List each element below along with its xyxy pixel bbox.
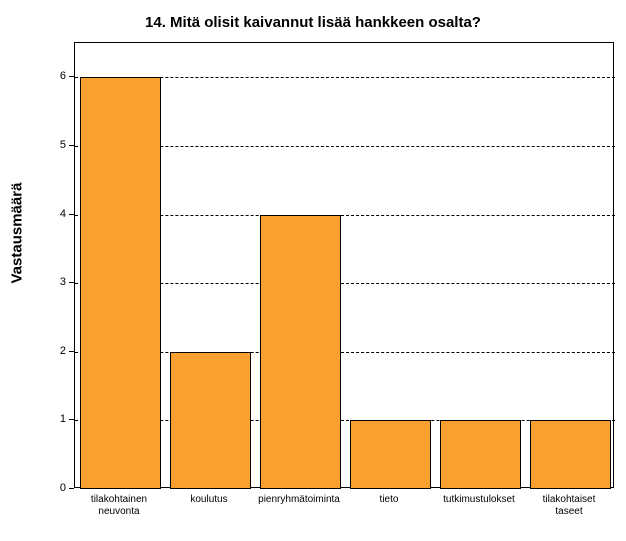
y-tick-label: 5 xyxy=(60,139,66,151)
y-tick-label: 6 xyxy=(60,70,66,82)
bar xyxy=(350,420,431,489)
x-tick-label: koulutus xyxy=(164,494,254,506)
bar xyxy=(530,420,611,489)
y-tick-mark xyxy=(69,488,74,489)
y-tick-label: 0 xyxy=(60,482,66,494)
x-tick-label: tieto xyxy=(344,494,434,506)
y-tick-mark xyxy=(69,214,74,215)
y-tick-mark xyxy=(69,351,74,352)
y-tick-label: 2 xyxy=(60,345,66,357)
x-tick-label: tilakohtaisettaseet xyxy=(524,494,614,517)
chart-canvas: 14. Mitä olisit kaivannut lisää hankkeen… xyxy=(0,0,626,541)
x-tick-label: pienryhmätoiminta xyxy=(254,494,344,506)
bar xyxy=(80,77,161,489)
bar xyxy=(440,420,521,489)
y-axis-label: Vastausmäärä xyxy=(9,244,26,284)
y-tick-mark xyxy=(69,76,74,77)
bar xyxy=(170,352,251,489)
bar xyxy=(260,215,341,489)
chart-title: 14. Mitä olisit kaivannut lisää hankkeen… xyxy=(0,14,626,31)
x-tick-label: tutkimustulokset xyxy=(434,494,524,506)
plot-area xyxy=(74,42,614,488)
y-tick-mark xyxy=(69,282,74,283)
y-tick-mark xyxy=(69,419,74,420)
y-tick-label: 4 xyxy=(60,208,66,220)
y-tick-label: 3 xyxy=(60,276,66,288)
y-tick-mark xyxy=(69,145,74,146)
x-tick-label: tilakohtainenneuvonta xyxy=(74,494,164,517)
y-tick-label: 1 xyxy=(60,413,66,425)
